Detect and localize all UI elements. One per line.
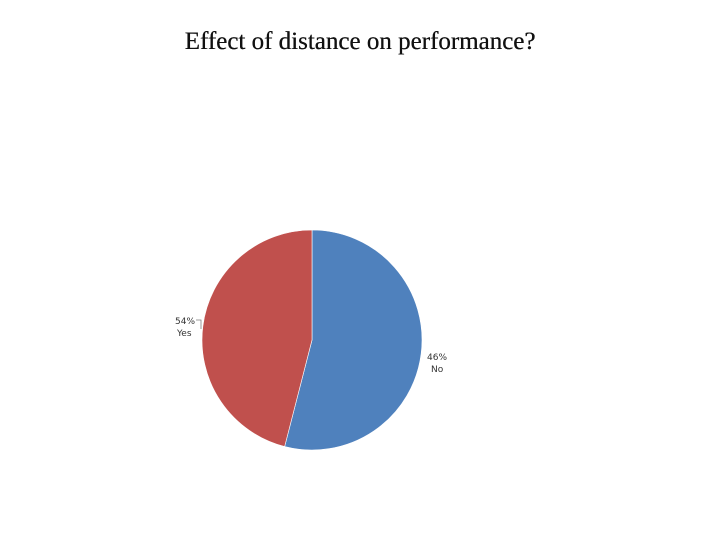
- data-label-no-percent: 46%: [427, 353, 447, 363]
- pie-slices: [201, 229, 423, 451]
- pie-slice-yes: [201, 229, 313, 447]
- data-label-yes-name: Yes: [176, 329, 192, 339]
- chart-title: Effect of distance on performance?: [184, 28, 536, 55]
- data-label-no-name: No: [431, 365, 444, 375]
- data-label-yes-percent: 54%: [175, 317, 195, 327]
- leader-line-yes: [196, 319, 202, 329]
- pie-slice-no: [284, 229, 423, 451]
